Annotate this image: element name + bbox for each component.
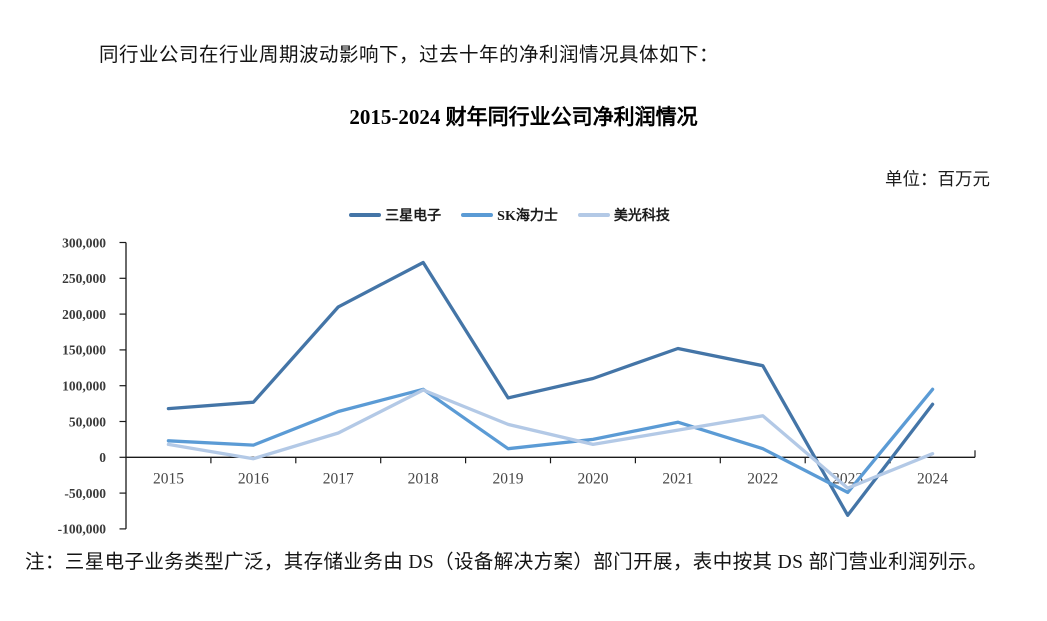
- net-profit-chart: 300,000 250,000 200,000 150,000 100,000 50,00…: [58, 235, 976, 537]
- legend-item-1: SK海力士: [461, 205, 558, 225]
- y-axis-tick-label: 100,000: [62, 379, 106, 394]
- legend-item-2: 美光科技: [577, 205, 670, 225]
- intro-text: 同行业公司在行业周期波动影响下，过去十年的净利润情况具体如下：: [99, 45, 720, 66]
- y-axis-tick-label: 300,000: [62, 235, 106, 250]
- series-line-1: [166, 387, 935, 495]
- y-axis-tick-label: 150,000: [62, 343, 106, 358]
- chart-area: 300,000 250,000 200,000 150,000 100,000 50,00…: [0, 232, 1047, 542]
- y-axis-tick-label: -100,000: [58, 522, 107, 537]
- series-line-0: [166, 260, 935, 517]
- x-axis-year-label: 2020: [577, 470, 608, 487]
- x-axis-year-label: 2021: [662, 470, 693, 487]
- legend-label: 美光科技: [613, 209, 670, 224]
- x-axis-year-label: 2019: [493, 470, 524, 487]
- y-axis-tick-label: 0: [99, 450, 106, 465]
- x-axis-year-label: 2017: [323, 470, 354, 487]
- legend-line-swatch: [577, 213, 610, 217]
- legend-line-swatch: [349, 213, 382, 217]
- legend-label: 三星电子: [385, 209, 442, 224]
- chart-title: 2015-2024 财年同行业公司净利润情况: [349, 105, 698, 129]
- x-axis-year-label: 2015: [153, 470, 184, 487]
- note-text: 注：三星电子业务类型广泛，其存储业务由 DS（设备解决方案）部门开展，表中按其 …: [25, 552, 988, 573]
- x-axis-year-label: 2022: [747, 470, 778, 487]
- legend-label: SK海力士: [497, 209, 558, 224]
- x-axis-year-label: 2016: [238, 470, 269, 487]
- x-axis-year-label: 2018: [408, 470, 439, 487]
- y-axis-tick-label: 200,000: [62, 307, 106, 322]
- y-axis-tick-label: 50,000: [69, 414, 106, 429]
- chart-legend: 三星电子 SK海力士 美光科技: [0, 206, 1033, 224]
- y-axis-tick-label: 250,000: [62, 271, 106, 286]
- legend-line-swatch: [461, 213, 494, 217]
- unit-label: 单位：百万元: [885, 169, 990, 189]
- legend-item-0: 三星电子: [349, 205, 441, 225]
- series-line-2: [166, 388, 935, 490]
- y-axis-tick-label: -50,000: [64, 486, 106, 501]
- x-axis-year-label: 2024: [917, 470, 948, 487]
